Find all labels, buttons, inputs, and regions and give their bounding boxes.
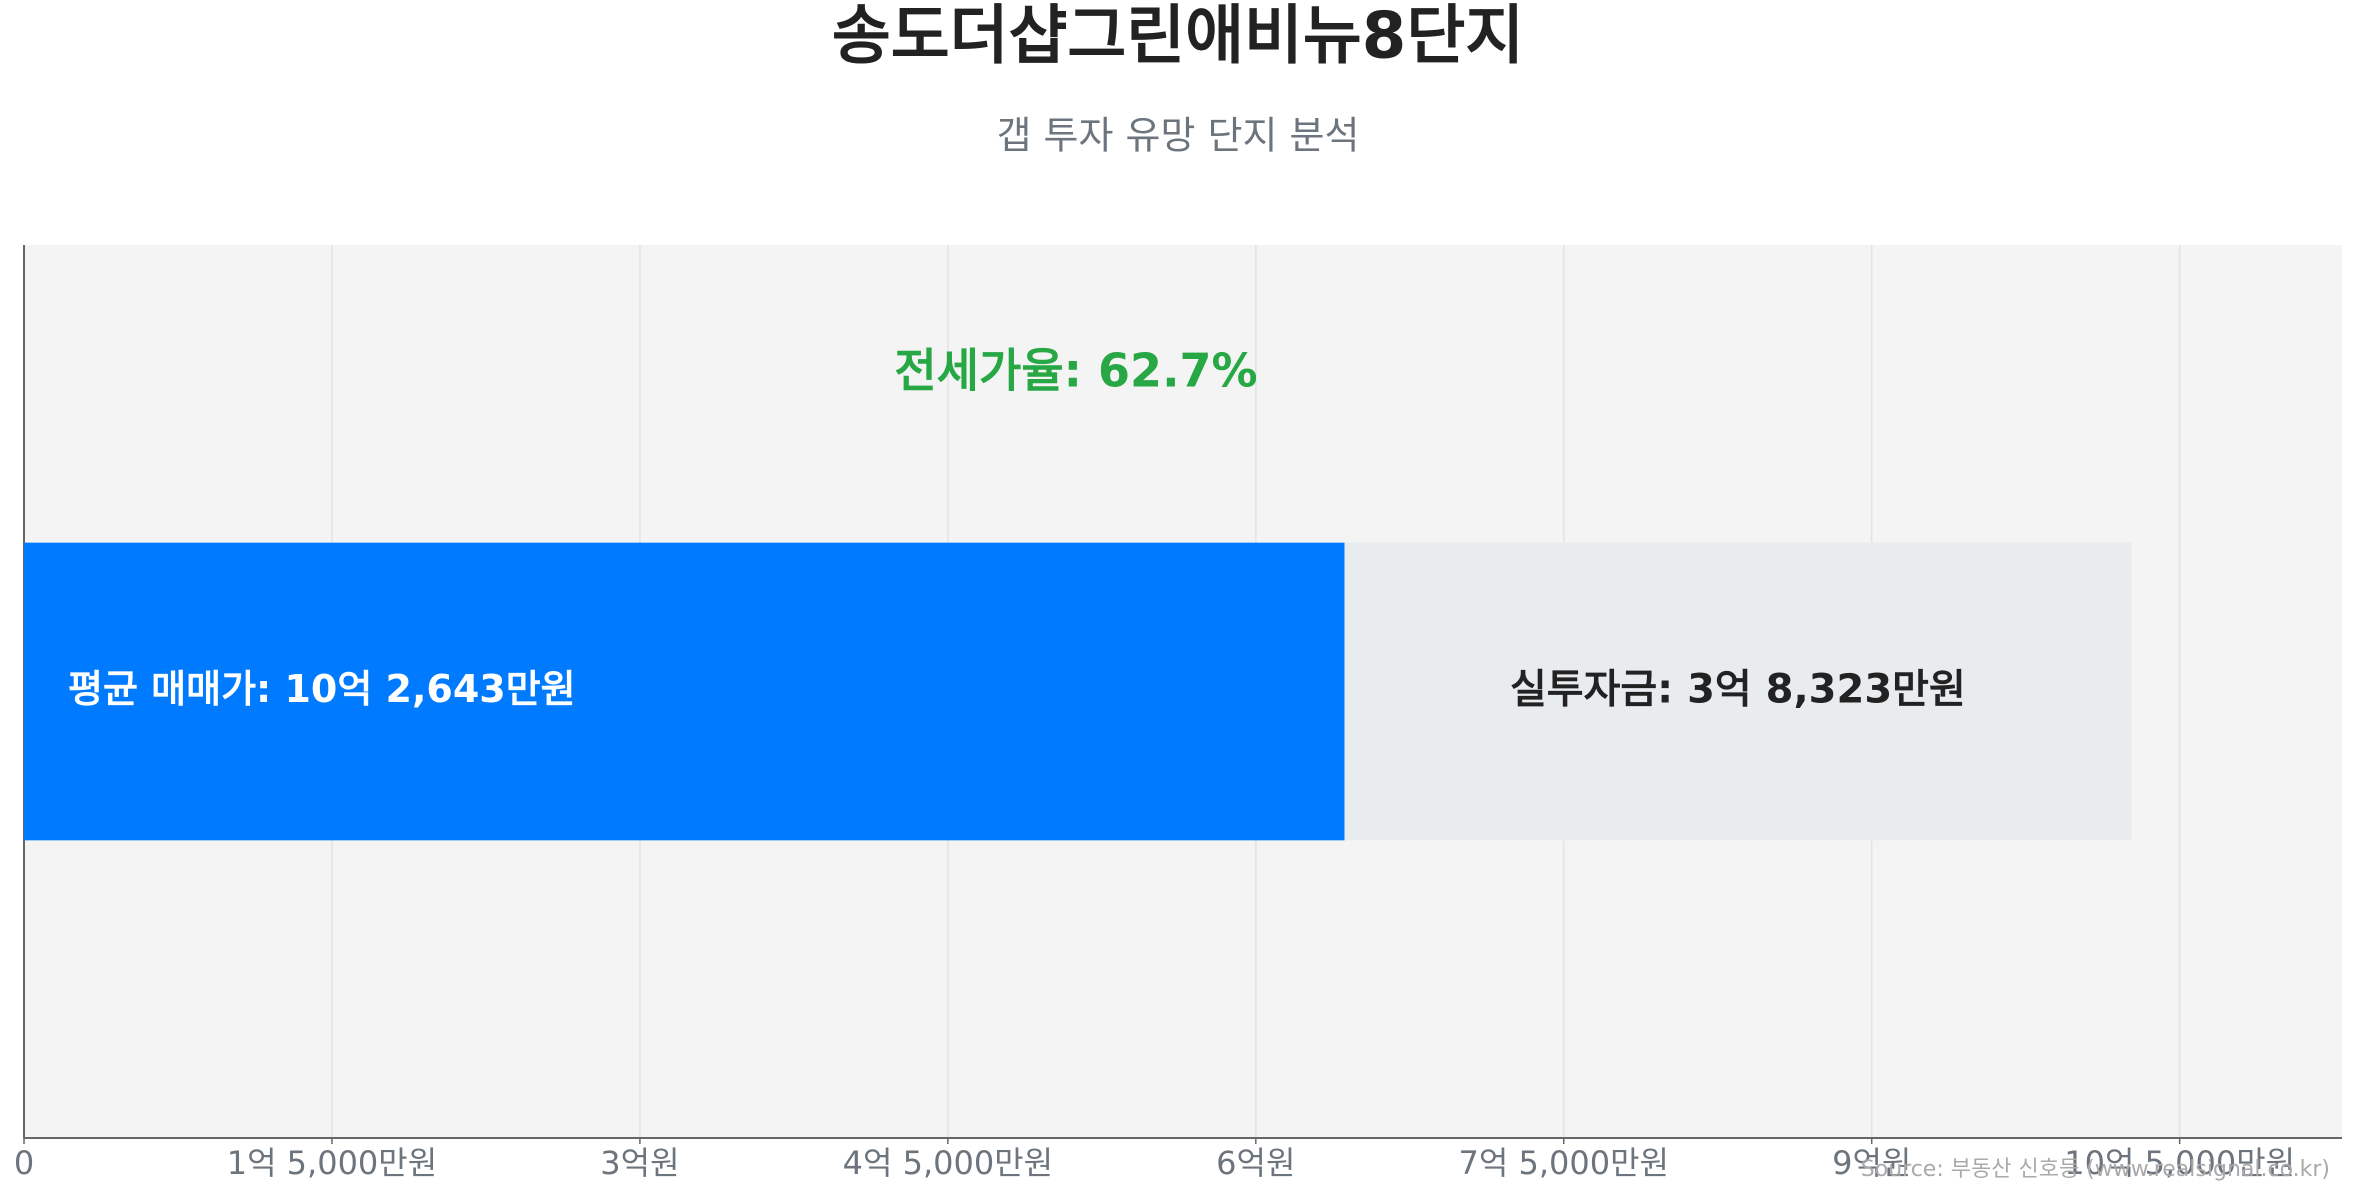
bar-segment: [1344, 542, 2132, 841]
chart-title: 송도더샵그린애비뉴8단지: [832, 0, 1524, 74]
x-tick-label: 3억원: [600, 1144, 679, 1182]
ratio-annotation: 전세가율: 62.7%: [894, 344, 1257, 398]
bar-annotation: 평균 매매가: 10억 2,643만원: [68, 667, 576, 711]
x-tick-label: 9억원: [1832, 1144, 1911, 1182]
x-tick-label: 10억 5,000만원: [2064, 1144, 2295, 1182]
x-tick-label: 0: [14, 1144, 34, 1182]
bar-segment: [24, 542, 1345, 841]
x-tick-label: 4억 5,000만원: [843, 1144, 1053, 1182]
bar-label: 실투자금: 3억 8,323만원: [1510, 667, 1966, 713]
x-tick-label: 1억 5,000만원: [227, 1144, 437, 1182]
chart-subtitle: 갭 투자 유망 단지 분석: [997, 114, 1360, 158]
source-note: Source: 부동산 신호등 (www.realsignal.co.kr): [1861, 1157, 2330, 1182]
x-tick-label: 7억 5,000만원: [1459, 1144, 1669, 1182]
x-tick-label: 6억원: [1216, 1144, 1295, 1182]
